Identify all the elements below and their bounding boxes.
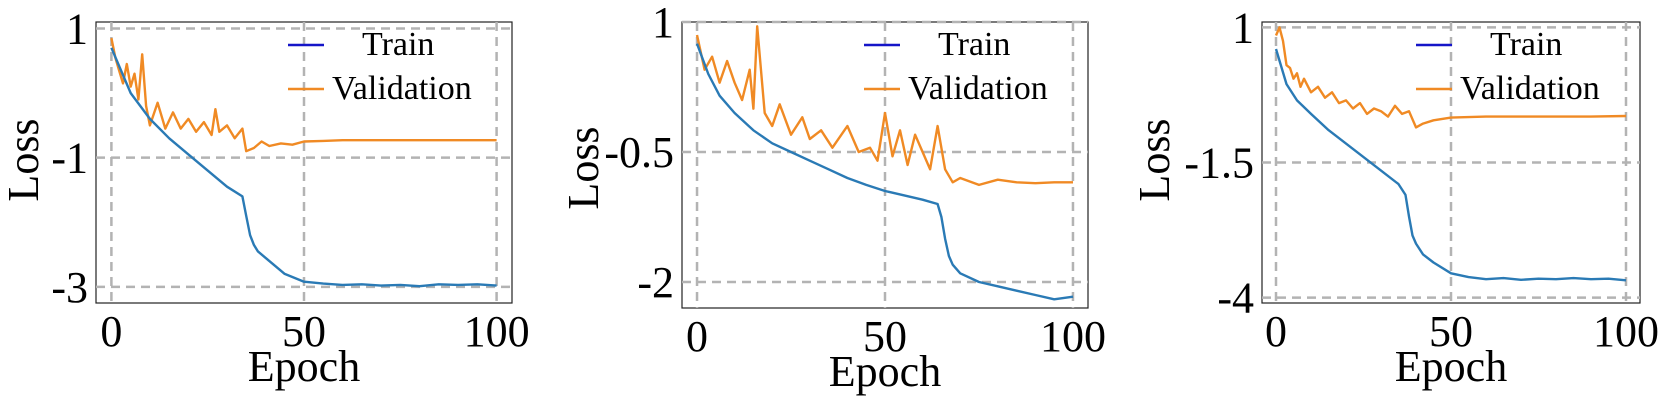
x-tick-label: 100 [1593,307,1659,356]
legend: Train Validation [1416,26,1600,107]
x-axis-label: Epoch [1395,342,1507,391]
y-axis-label: Loss [1130,118,1179,201]
legend-label-train: Train [938,26,1010,63]
series-line-validation [1274,26,1627,129]
y-tick-label: -0.5 [604,128,674,177]
legend-label-validation: Validation [1460,70,1600,107]
y-tick-label: 1 [652,0,674,47]
legend: Train Validation [864,26,1048,107]
chart-panel-2: 0 50 100 -2 -0.5 1 Epoch Loss Train Validation [559,0,1106,396]
y-axis-label: Loss [0,118,48,201]
chart-panel-1: 0 50 100 -3 -1 1 Epoch Loss Train Validation [0,4,530,391]
series-line-train [110,47,497,288]
y-tick-label: -3 [51,263,88,312]
y-tick-label: 1 [1232,3,1254,52]
y-tick-label: 1 [66,4,88,53]
legend-label-train: Train [362,26,434,63]
x-tick-label: 0 [100,307,122,356]
legend-label-validation: Validation [332,70,472,107]
y-tick-label: -1 [51,134,88,183]
y-tick-label: -4 [1217,274,1254,323]
x-tick-label: 50 [1429,307,1473,356]
legend-label-train: Train [1490,26,1562,63]
series-line-train [695,43,1074,301]
series-line-validation [695,25,1073,187]
legend-label-validation: Validation [908,70,1048,107]
x-axis-label: Epoch [829,347,941,396]
x-axis-label: Epoch [248,342,360,391]
legend: Train Validation [288,26,472,107]
x-tick-label: 0 [686,312,708,361]
y-tick-label: -1.5 [1184,139,1254,188]
y-axis-label: Loss [559,126,608,209]
x-tick-label: 50 [282,307,326,356]
x-tick-label: 0 [1265,307,1287,356]
series-line-validation [110,37,497,153]
y-tick-label: -2 [637,258,674,307]
chart-panel-3: 0 50 100 -4 -1.5 1 Epoch Loss Train Validation [1130,3,1659,391]
x-tick-label: 100 [1040,312,1106,361]
x-tick-label: 50 [863,312,907,361]
series-line-train [1274,48,1627,282]
x-tick-label: 100 [464,307,530,356]
